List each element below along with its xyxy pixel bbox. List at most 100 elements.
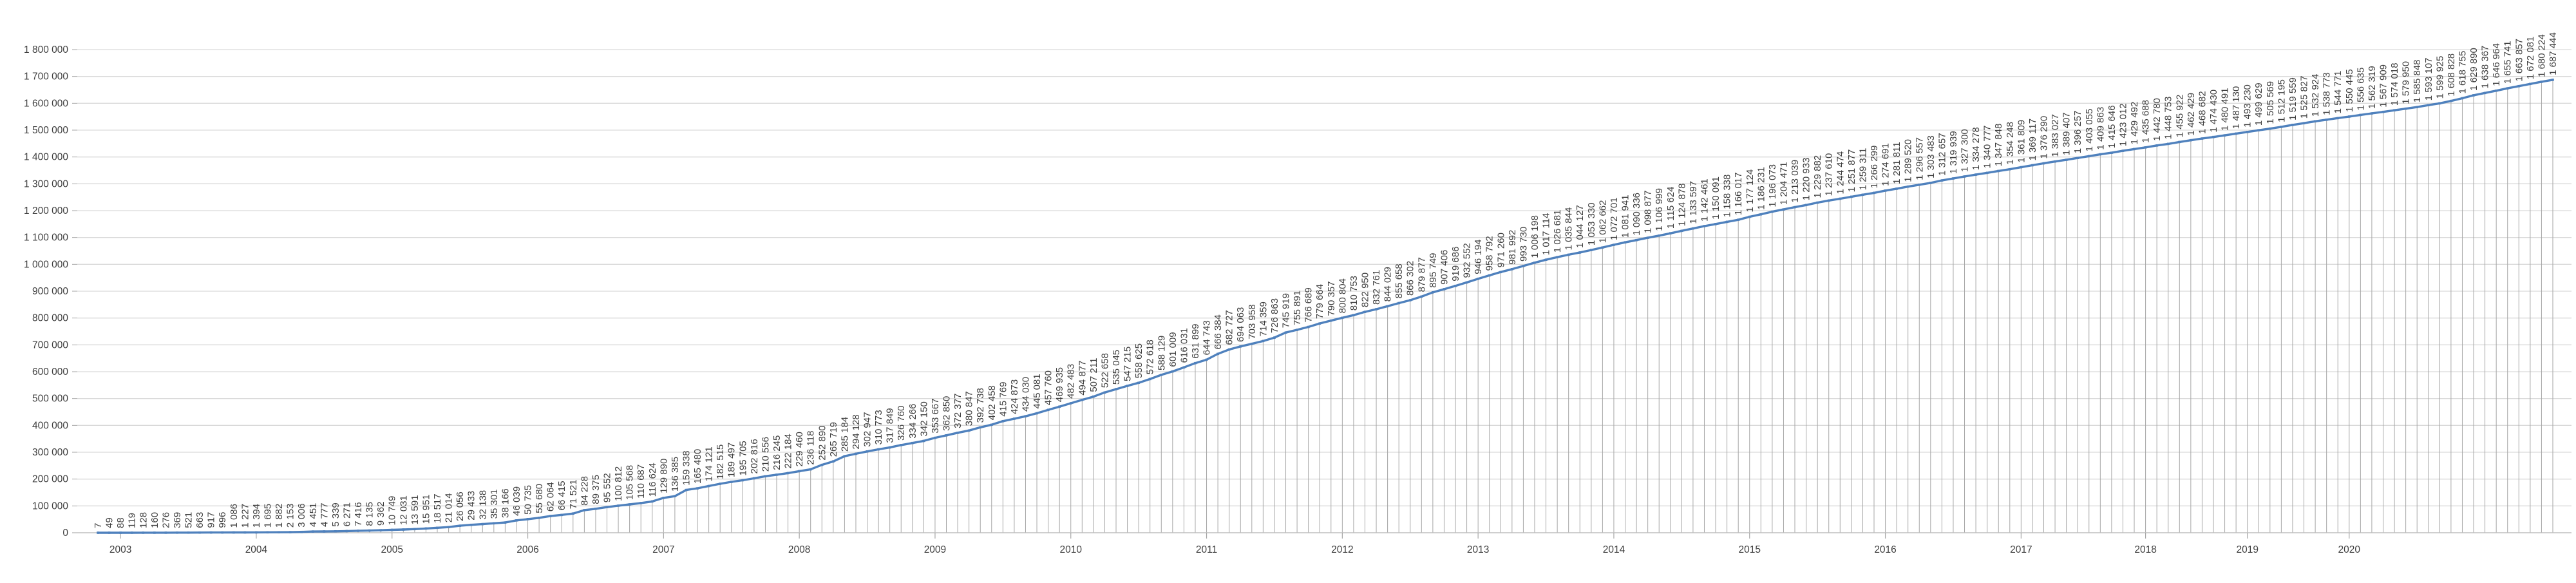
data-point-marker — [1477, 277, 1479, 280]
data-label: 71 521 — [568, 479, 579, 509]
data-label: 601 009 — [1168, 332, 1179, 367]
data-label: 1 429 492 — [2129, 102, 2140, 145]
data-point-marker — [1522, 265, 1525, 267]
data-label: 1 274 691 — [1880, 143, 1891, 186]
data-point-marker — [2336, 117, 2340, 120]
data-label: 128 — [138, 512, 149, 528]
data-label: 1 394 — [251, 504, 262, 528]
data-point-marker — [2155, 144, 2158, 147]
data-label: 1 532 924 — [2310, 74, 2321, 117]
data-label: 1 672 081 — [2525, 37, 2536, 80]
data-label: 745 919 — [1281, 293, 1292, 328]
data-label: 1 312 657 — [1937, 133, 1947, 176]
data-label: 95 552 — [602, 473, 613, 502]
data-point-marker — [1725, 220, 1728, 224]
data-point-marker — [447, 526, 450, 529]
data-point-marker — [2201, 137, 2204, 140]
data-point-marker — [1759, 213, 1763, 216]
data-point-marker — [1963, 175, 1966, 178]
data-point-marker — [1329, 319, 1332, 322]
data-point-marker — [2359, 113, 2362, 117]
data-label: 116 624 — [647, 463, 658, 497]
data-label: 457 760 — [1043, 370, 1054, 405]
data-point-marker — [1352, 314, 1355, 316]
data-point-marker — [2427, 104, 2430, 107]
data-point-marker — [209, 531, 213, 534]
x-axis-year-label: 2015 — [1739, 544, 1761, 555]
data-label: 276 — [160, 512, 171, 528]
y-axis-label: 1 600 000 — [24, 98, 68, 109]
data-label: 4 451 — [308, 503, 319, 528]
data-label: 522 658 — [1099, 353, 1110, 388]
data-label: 1 538 773 — [2322, 72, 2333, 115]
data-point-marker — [2166, 142, 2170, 146]
data-label: 1 383 027 — [2050, 114, 2061, 157]
data-point-marker — [877, 448, 880, 451]
data-point-marker — [379, 529, 382, 531]
data-point-marker — [1680, 229, 1683, 233]
data-label: 1 081 941 — [1620, 195, 1631, 238]
data-point-marker — [1307, 325, 1310, 329]
data-point-marker — [1013, 417, 1016, 420]
data-label: 1 505 569 — [2265, 81, 2276, 124]
x-axis-year-label: 2019 — [2236, 544, 2258, 555]
data-point-marker — [2291, 124, 2294, 126]
data-label: 1 435 688 — [2141, 100, 2152, 143]
data-point-marker — [1363, 311, 1367, 313]
x-axis-year-label: 2020 — [2338, 544, 2361, 555]
data-point-marker — [1046, 408, 1050, 412]
data-label: 1 259 311 — [1857, 148, 1868, 191]
data-label: 46 039 — [511, 486, 522, 516]
data-label: 434 030 — [1020, 377, 1031, 412]
data-point-marker — [1227, 348, 1231, 351]
data-point-marker — [469, 523, 473, 526]
data-label: 879 877 — [1416, 257, 1427, 292]
data-point-marker — [1850, 195, 1853, 198]
data-label: 844 029 — [1383, 267, 1394, 301]
x-axis-year-label: 2008 — [788, 544, 810, 555]
data-label: 1 044 127 — [1575, 205, 1586, 248]
data-point-marker — [2529, 82, 2532, 86]
data-label: 302 947 — [862, 412, 873, 447]
data-label: 1 006 198 — [1530, 215, 1540, 258]
data-point-marker — [2302, 122, 2306, 125]
data-label: 1 327 300 — [1960, 129, 1971, 172]
data-point-marker — [1556, 256, 1558, 259]
data-label: 362 850 — [942, 396, 952, 431]
data-point-marker — [1081, 399, 1084, 401]
data-label: 369 — [172, 512, 183, 528]
data-point-marker — [560, 513, 564, 517]
data-label: 1 550 445 — [2344, 69, 2355, 112]
data-point-marker — [2280, 126, 2283, 128]
data-point-marker — [583, 509, 586, 511]
data-label: 1 158 338 — [1722, 175, 1733, 218]
data-label: 494 877 — [1077, 361, 1088, 396]
data-point-marker — [809, 468, 812, 471]
data-label: 779 664 — [1314, 284, 1325, 319]
y-axis-label: 1 500 000 — [24, 125, 68, 136]
y-axis-label: 600 000 — [32, 367, 68, 378]
data-label: 189 497 — [726, 443, 737, 477]
data-label: 353 667 — [930, 398, 941, 433]
data-label: 1 227 — [240, 504, 251, 528]
data-point-marker — [1737, 218, 1739, 221]
data-point-marker — [2393, 109, 2396, 111]
data-point-marker — [888, 446, 891, 449]
x-axis-year-label: 2003 — [109, 544, 131, 555]
y-axis-label: 0 — [62, 528, 68, 539]
data-point-marker — [1669, 232, 1672, 234]
data-point-marker — [1873, 191, 1875, 195]
data-label: 5 339 — [330, 502, 341, 527]
data-label: 55 680 — [534, 484, 545, 513]
data-label: 1 663 857 — [2514, 39, 2524, 82]
data-label: 1 423 012 — [2117, 103, 2128, 146]
data-point-marker — [1284, 331, 1287, 334]
data-label: 588 129 — [1156, 336, 1167, 370]
data-point-marker — [922, 439, 925, 443]
data-point-marker — [289, 531, 292, 533]
data-label: 572 618 — [1145, 339, 1156, 374]
data-point-marker — [1454, 284, 1457, 287]
data-point-marker — [1771, 210, 1774, 213]
data-label: 222 184 — [783, 434, 794, 468]
data-label: 1 638 367 — [2480, 46, 2491, 89]
